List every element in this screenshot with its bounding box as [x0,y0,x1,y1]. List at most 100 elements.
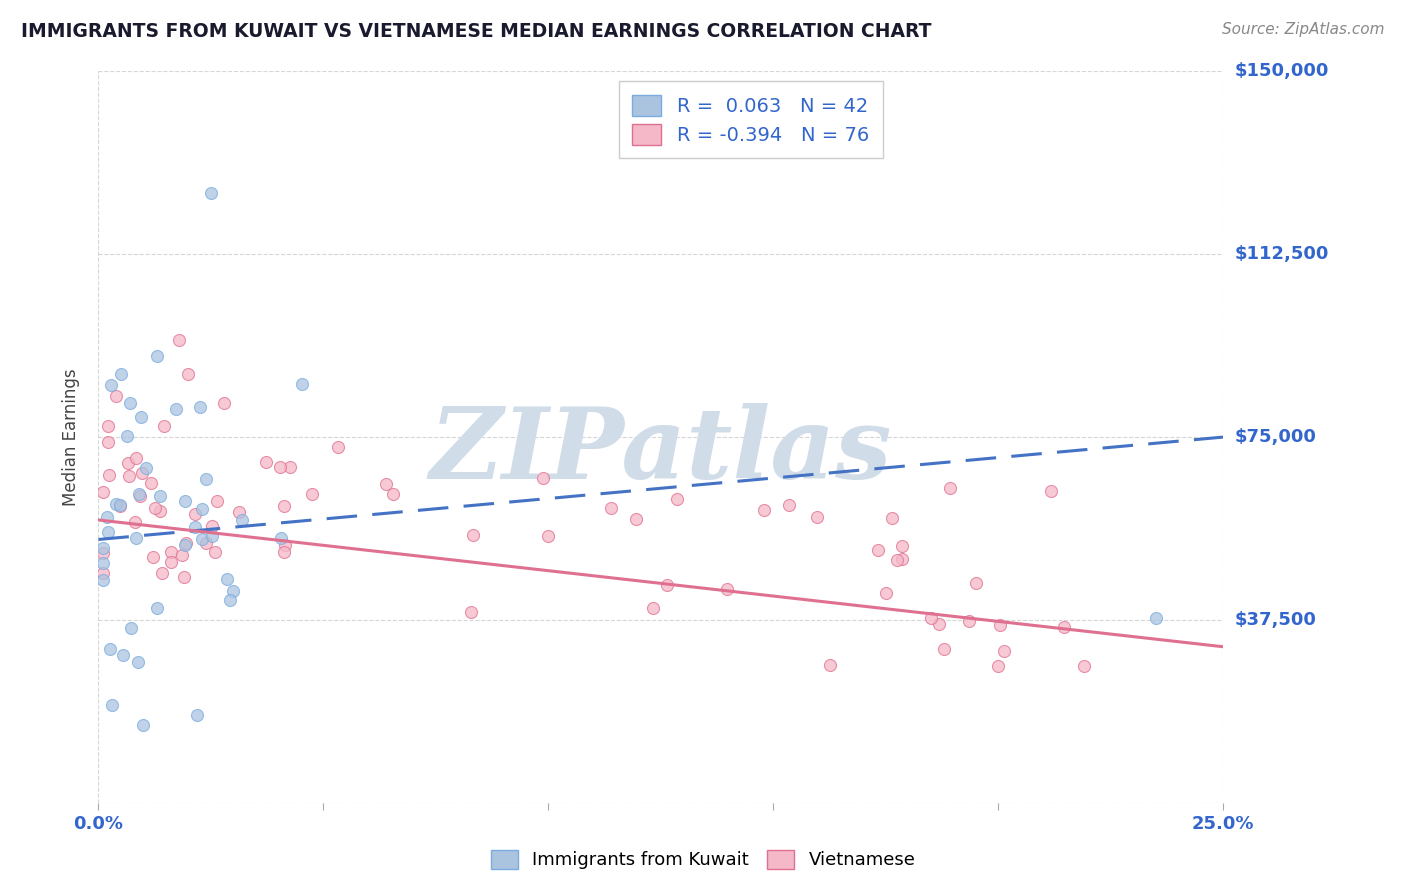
Point [186,708,208,723]
Point [143,500,166,515]
Point [218,593,240,607]
Point [866,543,889,558]
Point [118,468,141,483]
Point [666,491,689,506]
Point [96,510,118,524]
Point [891,539,914,553]
Point [537,529,560,543]
Point [1053,620,1076,634]
Text: IMMIGRANTS FROM KUWAIT VS VIETNAMESE MEDIAN EARNINGS CORRELATION CHART: IMMIGRANTS FROM KUWAIT VS VIETNAMESE MED… [21,22,932,41]
Point [160,555,183,569]
Text: $75,000: $75,000 [1234,428,1316,446]
Point [200,519,222,533]
Point [191,501,214,516]
Point [273,499,295,513]
Point [891,552,914,566]
Point [231,513,253,527]
Point [98,467,121,482]
Point [91,484,114,499]
Point [176,536,198,550]
Point [101,698,124,713]
Point [228,505,250,519]
Point [191,532,214,546]
Point [135,460,157,475]
Point [818,658,841,673]
Point [993,644,1015,658]
Point [149,504,172,518]
Point [920,610,942,624]
Point [641,601,664,615]
Point [97,418,120,433]
Legend: R =  0.063   N = 42, R = -0.394   N = 76: R = 0.063 N = 42, R = -0.394 N = 76 [619,81,883,159]
Point [104,497,127,511]
Point [273,545,295,559]
Point [655,578,678,592]
Point [280,459,302,474]
Point [110,499,132,513]
Point [957,614,980,628]
Point [150,566,173,580]
Point [990,618,1012,632]
Point [184,520,207,534]
Point [153,419,176,434]
Point [169,333,191,347]
Point [716,582,738,597]
Point [131,466,153,480]
Point [886,552,908,566]
Point [778,498,800,512]
Point [624,511,647,525]
Point [965,576,987,591]
Point [934,641,956,656]
Point [148,489,170,503]
Point [120,621,142,635]
Y-axis label: Median Earnings: Median Earnings [62,368,80,506]
Point [222,583,245,598]
Point [100,377,122,392]
Point [382,487,405,501]
Point [139,476,162,491]
Point [91,573,114,587]
Point [105,389,128,403]
Point [987,659,1010,673]
Text: $112,500: $112,500 [1234,245,1329,263]
Point [115,429,138,443]
Point [173,570,195,584]
Point [806,509,828,524]
Point [1144,610,1167,624]
Point [124,515,146,529]
Point [91,541,114,555]
Point [110,367,132,381]
Point [326,441,349,455]
Point [129,490,152,504]
Point [270,531,292,545]
Point [269,459,291,474]
Point [461,528,484,542]
Point [214,396,236,410]
Point [531,471,554,485]
Legend: Immigrants from Kuwait, Vietnamese: Immigrants from Kuwait, Vietnamese [482,840,924,879]
Point [142,550,165,565]
Point [108,498,131,512]
Point [599,500,621,515]
Point [129,409,152,424]
Point [165,401,187,416]
Point [207,494,229,508]
Point [112,648,135,663]
Text: ZIPatlas: ZIPatlas [430,403,891,500]
Point [1039,483,1062,498]
Point [880,511,903,525]
Point [97,524,120,539]
Point [172,548,194,562]
Point [752,503,775,517]
Point [291,376,314,391]
Point [98,642,121,657]
Point [125,450,148,465]
Point [146,349,169,363]
Point [127,655,149,669]
Point [875,586,897,600]
Point [204,545,226,559]
Point [125,531,148,545]
Point [184,508,207,522]
Point [1073,659,1095,673]
Point [174,493,197,508]
